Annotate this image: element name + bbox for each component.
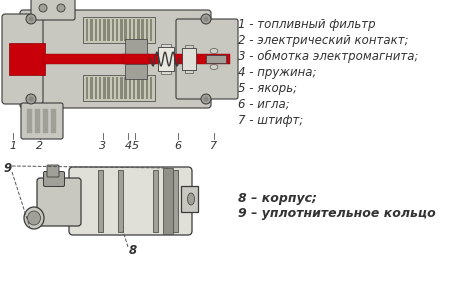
Bar — [116, 19, 118, 41]
Bar — [90, 77, 93, 99]
Text: 4 - пружина;: 4 - пружина; — [238, 66, 317, 79]
Bar — [182, 48, 196, 70]
Ellipse shape — [184, 189, 198, 209]
Bar — [133, 19, 136, 41]
Bar — [98, 170, 103, 232]
Bar — [128, 77, 131, 99]
Bar — [83, 17, 155, 43]
Bar — [137, 77, 140, 99]
Bar — [128, 19, 131, 41]
Bar — [150, 77, 153, 99]
Bar — [125, 64, 147, 79]
Text: 6: 6 — [174, 141, 182, 151]
Ellipse shape — [31, 214, 37, 222]
FancyBboxPatch shape — [37, 178, 81, 226]
Text: 1 - топливный фильтр: 1 - топливный фильтр — [238, 18, 375, 31]
Bar — [94, 77, 97, 99]
Bar — [90, 19, 93, 41]
Bar — [163, 168, 173, 234]
Text: 9 – уплотнительное кольцо: 9 – уплотнительное кольцо — [238, 207, 436, 220]
Ellipse shape — [24, 207, 44, 229]
Bar — [9, 43, 45, 75]
Text: 7 - штифт;: 7 - штифт; — [238, 114, 303, 127]
Bar — [146, 19, 148, 41]
Bar — [83, 75, 155, 101]
Bar — [116, 77, 118, 99]
Bar — [206, 55, 226, 63]
Bar — [146, 77, 148, 99]
Text: 2: 2 — [36, 141, 44, 151]
Bar — [99, 19, 101, 41]
Bar — [137, 19, 140, 41]
Bar — [86, 77, 89, 99]
Ellipse shape — [27, 211, 40, 225]
Bar — [133, 77, 136, 99]
Text: 2 - электрический контакт;: 2 - электрический контакт; — [238, 34, 409, 47]
Ellipse shape — [28, 17, 34, 21]
Bar — [125, 39, 147, 54]
Bar — [111, 77, 114, 99]
Text: 5 - якорь;: 5 - якорь; — [238, 82, 297, 95]
Ellipse shape — [201, 94, 211, 104]
FancyBboxPatch shape — [176, 19, 238, 99]
FancyBboxPatch shape — [21, 103, 63, 139]
Text: 8: 8 — [129, 244, 137, 257]
Ellipse shape — [210, 64, 218, 69]
Ellipse shape — [26, 14, 36, 24]
Text: 3: 3 — [100, 141, 107, 151]
Ellipse shape — [201, 14, 211, 24]
Bar — [99, 77, 101, 99]
Bar — [120, 19, 123, 41]
Text: 4: 4 — [125, 141, 132, 151]
Text: 6 - игла;: 6 - игла; — [238, 98, 290, 111]
Bar — [35, 109, 40, 133]
Bar — [111, 19, 114, 41]
Bar — [118, 170, 123, 232]
Ellipse shape — [57, 4, 65, 12]
Ellipse shape — [39, 4, 47, 12]
FancyBboxPatch shape — [2, 14, 43, 104]
Bar — [107, 77, 110, 99]
Text: 8 – корпус;: 8 – корпус; — [238, 192, 317, 205]
FancyBboxPatch shape — [47, 165, 59, 177]
Bar — [150, 19, 153, 41]
Bar — [141, 77, 144, 99]
Bar — [120, 77, 123, 99]
Bar — [27, 109, 32, 133]
Ellipse shape — [210, 48, 218, 53]
Bar — [124, 19, 127, 41]
Ellipse shape — [28, 97, 34, 102]
Bar — [107, 19, 110, 41]
Ellipse shape — [203, 17, 209, 21]
Bar — [43, 54, 230, 64]
Bar — [103, 77, 106, 99]
FancyBboxPatch shape — [69, 167, 192, 235]
Bar — [141, 19, 144, 41]
Bar — [94, 19, 97, 41]
FancyBboxPatch shape — [31, 0, 75, 20]
Bar — [161, 44, 171, 74]
Text: 3 - обмотка электромагнита;: 3 - обмотка электромагнита; — [238, 50, 419, 63]
FancyBboxPatch shape — [44, 171, 64, 187]
FancyBboxPatch shape — [20, 10, 211, 108]
Bar — [173, 170, 178, 232]
Bar — [158, 47, 174, 71]
Bar — [86, 19, 89, 41]
Bar — [103, 19, 106, 41]
Text: 7: 7 — [210, 141, 218, 151]
Bar — [43, 109, 48, 133]
Polygon shape — [181, 186, 198, 212]
Bar — [153, 170, 158, 232]
Bar — [185, 45, 193, 73]
Text: 9: 9 — [4, 162, 12, 175]
Bar — [51, 109, 56, 133]
Bar — [124, 77, 127, 99]
Text: 1: 1 — [9, 141, 17, 151]
Ellipse shape — [203, 97, 209, 102]
Bar — [123, 54, 149, 64]
Ellipse shape — [26, 94, 36, 104]
Ellipse shape — [188, 193, 194, 205]
Text: 5: 5 — [131, 141, 138, 151]
